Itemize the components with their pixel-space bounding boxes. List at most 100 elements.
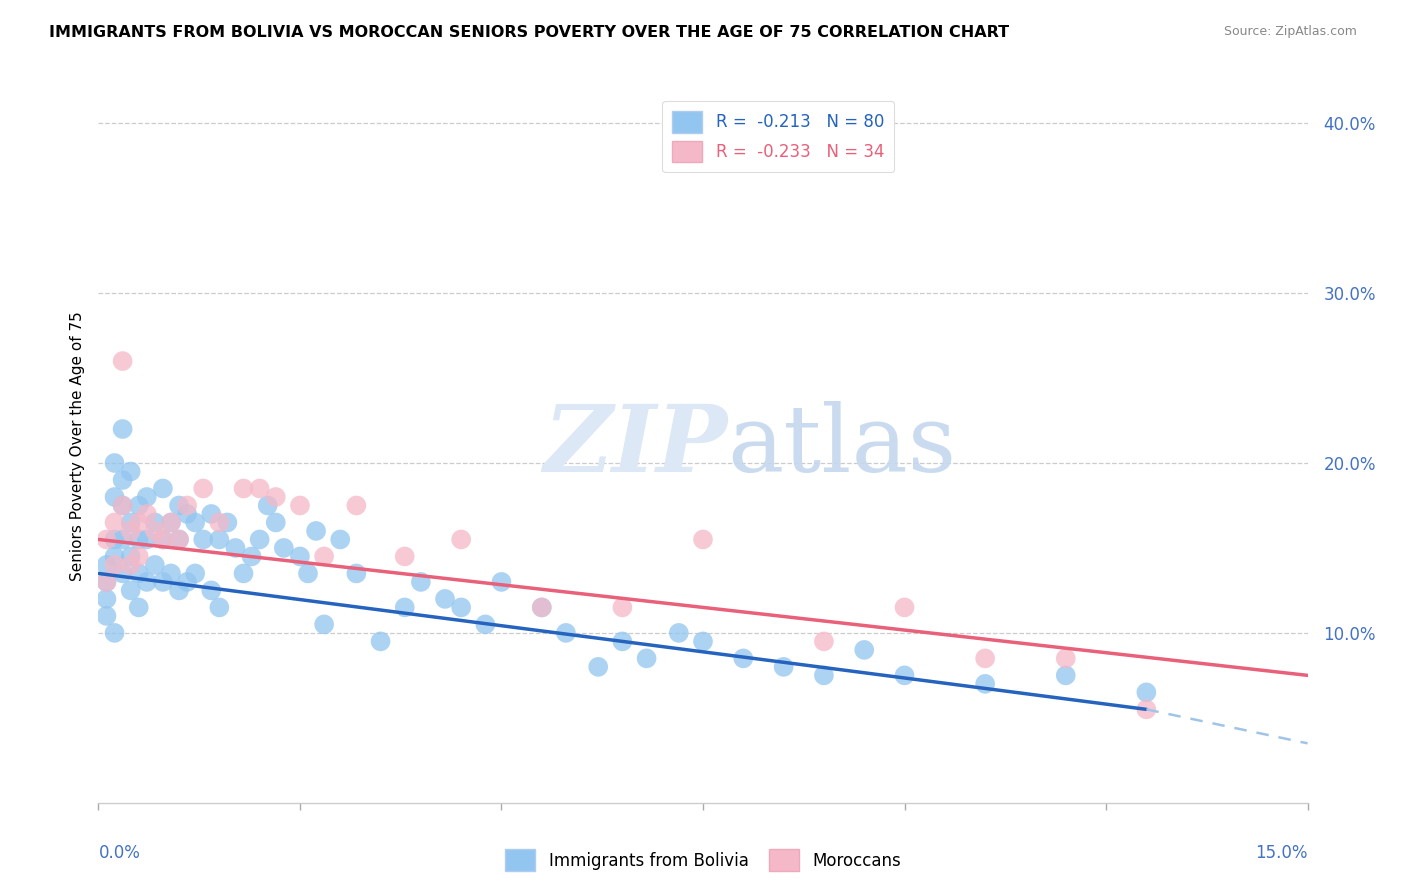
Point	[176, 507, 198, 521]
Point	[853, 643, 876, 657]
Point	[96, 591, 118, 606]
Point	[974, 677, 997, 691]
Point	[314, 617, 336, 632]
Point	[120, 524, 142, 538]
Point	[143, 524, 166, 538]
Point	[208, 533, 231, 547]
Point	[103, 516, 125, 530]
Point	[160, 516, 183, 530]
Point	[120, 558, 142, 572]
Point	[344, 499, 367, 513]
Point	[120, 583, 142, 598]
Point	[217, 516, 239, 530]
Point	[264, 516, 287, 530]
Text: 0.0%: 0.0%	[98, 845, 141, 863]
Point	[200, 583, 222, 598]
Point	[135, 507, 157, 521]
Point	[96, 533, 118, 547]
Point	[103, 558, 125, 572]
Point	[329, 533, 352, 547]
Point	[692, 533, 714, 547]
Point	[394, 549, 416, 564]
Point	[224, 541, 246, 555]
Point	[111, 473, 134, 487]
Point	[1135, 685, 1157, 699]
Point	[167, 533, 190, 547]
Point	[288, 549, 311, 564]
Point	[893, 668, 915, 682]
Point	[314, 549, 336, 564]
Point	[103, 549, 125, 564]
Point	[152, 574, 174, 589]
Point	[184, 516, 207, 530]
Point	[555, 626, 578, 640]
Point	[232, 482, 254, 496]
Point	[176, 574, 198, 589]
Point	[128, 516, 150, 530]
Point	[491, 574, 513, 589]
Point	[409, 574, 432, 589]
Point	[193, 482, 215, 496]
Point	[193, 533, 215, 547]
Point	[120, 465, 142, 479]
Point	[111, 566, 134, 581]
Point	[240, 549, 263, 564]
Text: atlas: atlas	[727, 401, 956, 491]
Point	[249, 533, 271, 547]
Point	[264, 490, 287, 504]
Point	[176, 499, 198, 513]
Point	[128, 549, 150, 564]
Point	[167, 583, 190, 598]
Point	[103, 490, 125, 504]
Point	[450, 533, 472, 547]
Point	[96, 608, 118, 623]
Point	[128, 600, 150, 615]
Point	[160, 566, 183, 581]
Point	[96, 574, 118, 589]
Point	[128, 499, 150, 513]
Point	[586, 660, 609, 674]
Point	[305, 524, 328, 538]
Point	[135, 490, 157, 504]
Point	[208, 516, 231, 530]
Point	[530, 600, 553, 615]
Point	[772, 660, 794, 674]
Point	[256, 499, 278, 513]
Point	[103, 456, 125, 470]
Point	[208, 600, 231, 615]
Point	[344, 566, 367, 581]
Point	[974, 651, 997, 665]
Point	[434, 591, 457, 606]
Point	[612, 600, 634, 615]
Point	[612, 634, 634, 648]
Point	[813, 634, 835, 648]
Point	[733, 651, 755, 665]
Point	[143, 516, 166, 530]
Point	[152, 533, 174, 547]
Point	[120, 549, 142, 564]
Point	[111, 422, 134, 436]
Text: ZIP: ZIP	[543, 401, 727, 491]
Point	[200, 507, 222, 521]
Point	[167, 499, 190, 513]
Text: Source: ZipAtlas.com: Source: ZipAtlas.com	[1223, 25, 1357, 38]
Point	[103, 533, 125, 547]
Point	[167, 533, 190, 547]
Point	[232, 566, 254, 581]
Text: 15.0%: 15.0%	[1256, 845, 1308, 863]
Point	[370, 634, 392, 648]
Point	[135, 574, 157, 589]
Legend: Immigrants from Bolivia, Moroccans: Immigrants from Bolivia, Moroccans	[496, 841, 910, 880]
Point	[111, 499, 134, 513]
Point	[813, 668, 835, 682]
Point	[893, 600, 915, 615]
Point	[288, 499, 311, 513]
Point	[111, 499, 134, 513]
Point	[297, 566, 319, 581]
Point	[668, 626, 690, 640]
Point	[111, 533, 134, 547]
Point	[135, 533, 157, 547]
Point	[111, 354, 134, 368]
Point	[96, 574, 118, 589]
Point	[474, 617, 496, 632]
